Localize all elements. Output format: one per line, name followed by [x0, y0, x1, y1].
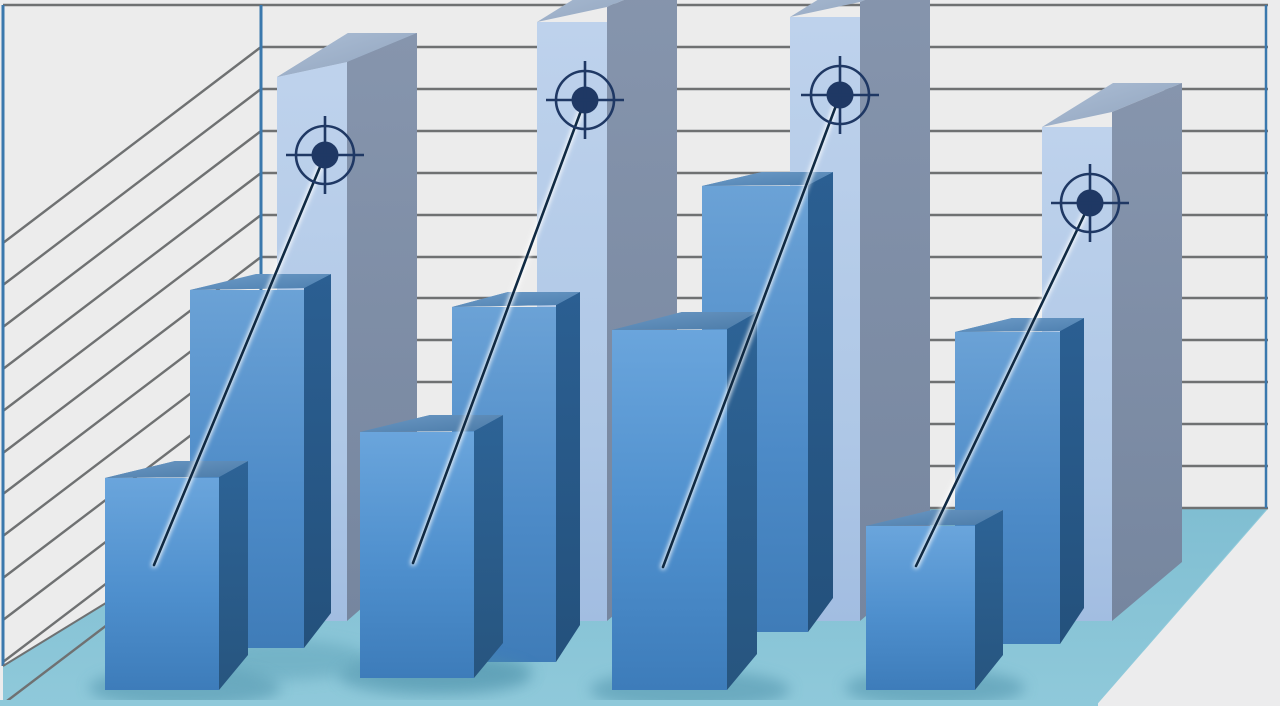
side-gridline-2 — [2, 88, 262, 286]
side-gridline-5 — [2, 214, 262, 412]
target-marker-2[interactable] — [546, 61, 624, 139]
side-gridline-1 — [2, 46, 262, 244]
side-gridline-6 — [2, 256, 262, 454]
target-marker-1[interactable] — [286, 116, 364, 194]
bar-front-3[interactable] — [590, 312, 790, 706]
trend-line-1 — [152, 153, 327, 567]
side-gridline-4 — [2, 172, 262, 370]
target-marker-4[interactable] — [1051, 164, 1129, 242]
bar-front-1[interactable] — [89, 461, 281, 706]
target-markers — [286, 56, 1129, 242]
bar-front-4[interactable] — [845, 510, 1025, 706]
trend-line-3 — [661, 93, 842, 569]
side-gridline-3 — [2, 130, 262, 328]
trend-line-2 — [411, 98, 587, 565]
trend-lines — [151, 92, 1093, 570]
trend-line-4 — [914, 201, 1092, 568]
target-marker-3[interactable] — [801, 56, 879, 134]
floor-front-strip — [0, 700, 1098, 706]
